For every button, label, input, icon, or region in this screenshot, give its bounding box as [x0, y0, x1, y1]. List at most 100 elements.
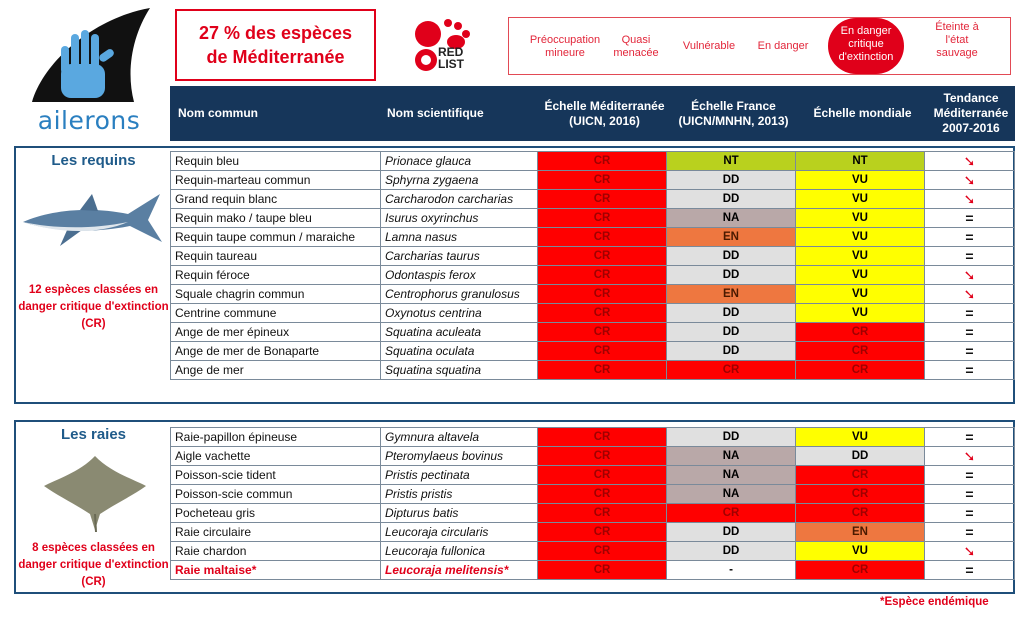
med-status-cell: CR — [537, 189, 667, 209]
common-name-cell: Poisson-scie commun — [170, 484, 381, 504]
status-legend: Préoccupation mineure Quasi menacée Vuln… — [508, 17, 1011, 75]
table-row: Centrine commune Oxynotus centrina CR DD VU = — [170, 303, 1015, 323]
rays-note: 8 espèces classées en danger critique d'… — [18, 542, 169, 588]
headline-line2: de Méditerranée — [206, 47, 345, 67]
table-row: Ange de mer épineux Squatina aculeata CR DD… — [170, 322, 1015, 342]
common-name-cell: Ange de mer de Bonaparte — [170, 341, 381, 361]
scientific-name-cell: Leucoraja melitensis* — [380, 560, 538, 580]
world-status-cell: CR — [795, 465, 925, 485]
col-med: Échelle Méditerranée (UICN, 2016) — [544, 98, 665, 128]
france-status-cell: DD — [666, 170, 796, 190]
trend-cell: = — [924, 360, 1015, 380]
table-row: Raie chardon Leucoraja fullonica CR DD VU ➘ — [170, 541, 1015, 561]
trend-cell: = — [924, 427, 1015, 447]
world-status-cell: VU — [795, 427, 925, 447]
common-name-cell: Requin bleu — [170, 151, 381, 171]
world-status-cell: VU — [795, 208, 925, 228]
med-status-cell: CR — [537, 151, 667, 171]
red-list-logo: RED LIST — [410, 18, 472, 76]
table-row: Pocheteau gris Dipturus batis CR CR CR = — [170, 503, 1015, 523]
rays-title: Les raies — [60, 426, 127, 443]
france-status-cell: DD — [666, 265, 796, 285]
col-world: Échelle mondiale — [813, 106, 912, 120]
world-status-cell: CR — [795, 503, 925, 523]
france-status-cell: CR — [666, 360, 796, 380]
scientific-name-cell: Leucoraja circularis — [380, 522, 538, 542]
common-name-cell: Ange de mer — [170, 360, 381, 380]
france-status-cell: NA — [666, 465, 796, 485]
table-row: Requin bleu Prionace glauca CR NT NT ➘ — [170, 151, 1015, 171]
med-status-cell: CR — [537, 284, 667, 304]
med-status-cell: CR — [537, 246, 667, 266]
med-status-cell: CR — [537, 227, 667, 247]
trend-down-arrow-icon: ➘ — [924, 189, 1015, 209]
common-name-cell: Raie chardon — [170, 541, 381, 561]
common-name-cell: Raie maltaise* — [170, 560, 381, 580]
world-status-cell: CR — [795, 322, 925, 342]
scientific-name-cell: Squatina squatina — [380, 360, 538, 380]
france-status-cell: DD — [666, 541, 796, 561]
med-status-cell: CR — [537, 265, 667, 285]
table-row: Grand requin blanc Carcharodon carcharias… — [170, 189, 1015, 209]
trend-cell: = — [924, 522, 1015, 542]
table-row: Requin-marteau commun Sphyrna zygaena CR DD… — [170, 170, 1015, 190]
trend-down-arrow-icon: ➘ — [924, 541, 1015, 561]
trend-cell: = — [924, 341, 1015, 361]
table-row: Requin taureau Carcharias taurus CR DD VU = — [170, 246, 1015, 266]
world-status-cell: VU — [795, 189, 925, 209]
common-name-cell: Requin-marteau commun — [170, 170, 381, 190]
sharks-table: Requin bleu Prionace glauca CR NT NT ➘ Requin-… — [170, 151, 1015, 380]
world-status-cell: EN — [795, 522, 925, 542]
common-name-cell: Squale chagrin commun — [170, 284, 381, 304]
red-list-text: RED LIST — [438, 45, 464, 71]
headline-box: 27 % des espèces de Méditerranée — [175, 9, 376, 81]
legend-lc: Préoccupation mineure — [529, 34, 601, 59]
france-status-cell: DD — [666, 322, 796, 342]
table-row: Raie circulaire Leucoraja circularis CR DD E… — [170, 522, 1015, 542]
sharks-note: 12 espèces classées en danger critique d… — [18, 284, 169, 330]
common-name-cell: Pocheteau gris — [170, 503, 381, 523]
med-status-cell: CR — [537, 427, 667, 447]
rays-table: Raie-papillon épineuse Gymnura altavela CR… — [170, 427, 1015, 580]
france-status-cell: EN — [666, 227, 796, 247]
france-status-cell: DD — [666, 189, 796, 209]
common-name-cell: Requin taupe commun / maraiche — [170, 227, 381, 247]
scientific-name-cell: Prionace glauca — [380, 151, 538, 171]
table-row: Ange de mer Squatina squatina CR CR CR = — [170, 360, 1015, 380]
common-name-cell: Requin féroce — [170, 265, 381, 285]
scientific-name-cell: Odontaspis ferox — [380, 265, 538, 285]
france-status-cell: DD — [666, 341, 796, 361]
legend-cr: En danger critique d'extinction — [838, 25, 894, 63]
table-row: Aigle vachette Pteromylaeus bovinus CR NA DD… — [170, 446, 1015, 466]
scientific-name-cell: Oxynotus centrina — [380, 303, 538, 323]
legend-en: En danger — [757, 40, 809, 52]
world-status-cell: VU — [795, 246, 925, 266]
trend-cell: = — [924, 208, 1015, 228]
scientific-name-cell: Dipturus batis — [380, 503, 538, 523]
common-name-cell: Centrine commune — [170, 303, 381, 323]
scientific-name-cell: Squatina oculata — [380, 341, 538, 361]
france-status-cell: DD — [666, 427, 796, 447]
ray-illustration — [44, 456, 146, 532]
france-status-cell: DD — [666, 246, 796, 266]
scientific-name-cell: Lamna nasus — [380, 227, 538, 247]
common-name-cell: Grand requin blanc — [170, 189, 381, 209]
world-status-cell: CR — [795, 560, 925, 580]
trend-cell: = — [924, 503, 1015, 523]
scientific-name-cell: Sphyrna zygaena — [380, 170, 538, 190]
col-scientific: Nom scientifique — [387, 106, 484, 120]
common-name-cell: Raie circulaire — [170, 522, 381, 542]
trend-cell: = — [924, 465, 1015, 485]
world-status-cell: CR — [795, 341, 925, 361]
scientific-name-cell: Carcharodon carcharias — [380, 189, 538, 209]
trend-down-arrow-icon: ➘ — [924, 446, 1015, 466]
world-status-cell: NT — [795, 151, 925, 171]
table-row: Raie maltaise* Leucoraja melitensis* CR - CR… — [170, 560, 1015, 580]
sharks-title: Les requins — [51, 152, 136, 169]
med-status-cell: CR — [537, 503, 667, 523]
legend-nt: Quasi menacée — [613, 34, 659, 59]
med-status-cell: CR — [537, 484, 667, 504]
trend-cell: = — [924, 322, 1015, 342]
legend-vu: Vulnérable — [682, 40, 736, 52]
table-row: Squale chagrin commun Centrophorus granul… — [170, 284, 1015, 304]
